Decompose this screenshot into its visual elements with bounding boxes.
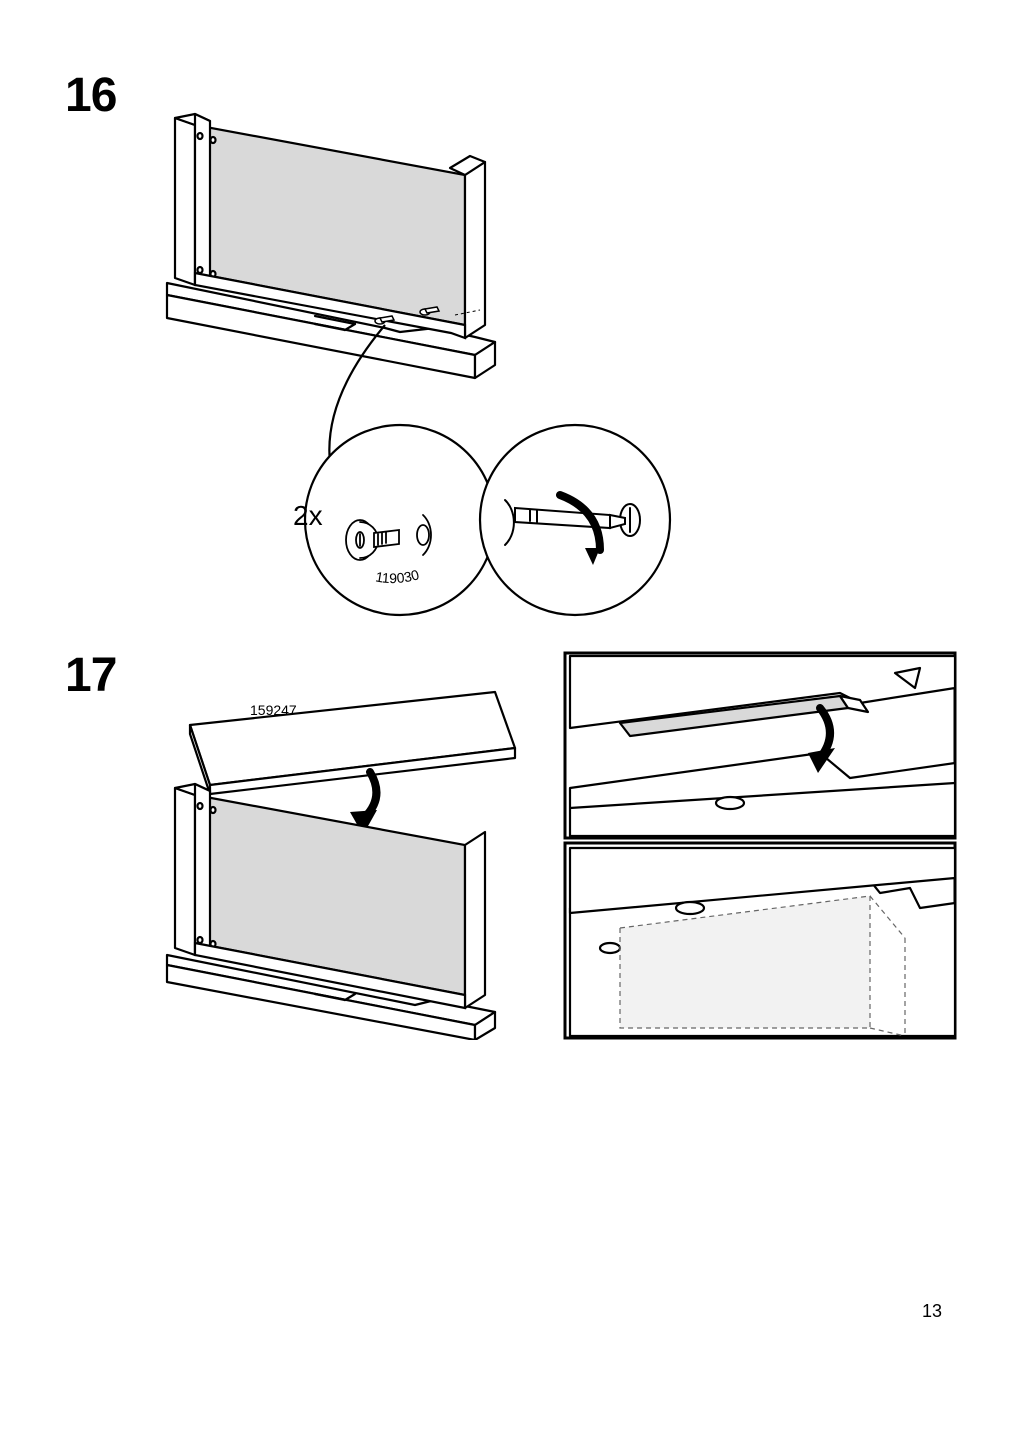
step-17-illustration-main: 159247 — [155, 670, 575, 1040]
assembly-instruction-page: 16 17 13 — [0, 0, 1012, 1432]
step-16-number: 16 — [65, 68, 116, 123]
step-17-detail-panels — [560, 648, 960, 1048]
hardware-quantity: 2x — [293, 500, 323, 531]
step-16-illustration: 2x 119030 — [155, 100, 735, 630]
part-number-17: 159247 — [250, 702, 297, 718]
page-number: 13 — [922, 1301, 942, 1322]
step-17-number: 17 — [65, 648, 116, 703]
